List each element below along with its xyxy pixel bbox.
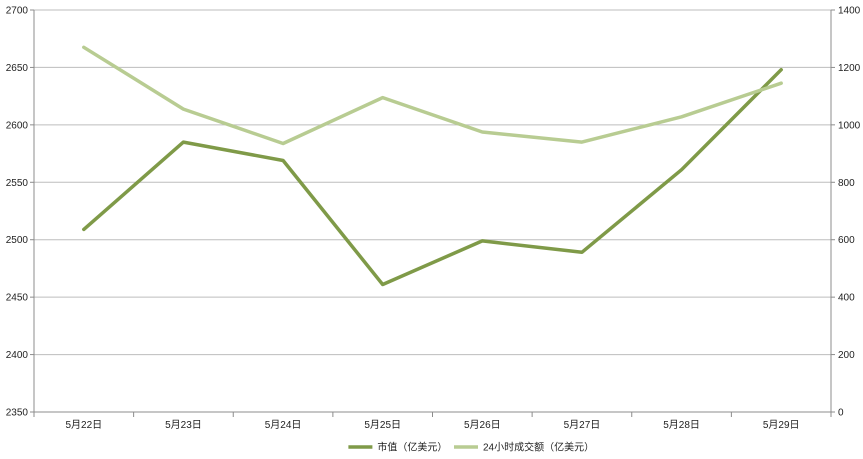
right-tick-label: 800 [838,178,855,189]
left-tick-label: 2500 [6,235,29,246]
left-axis-ticks: 2350 2400 2450 2500 2550 2600 2650 2700 [6,6,34,419]
x-tick-label: 5月23日 [165,419,202,431]
right-tick-label: 200 [838,350,855,361]
x-tick-label: 5月27日 [564,419,601,431]
legend: 市值（亿美元） 24小时成交额（亿美元） [348,441,594,454]
left-tick-label: 2400 [6,350,29,361]
legend-item-2: 24小时成交额（亿美元） [454,441,594,454]
x-tick-label: 5月24日 [265,419,302,431]
right-tick-label: 1000 [838,120,861,131]
series-lines [82,45,783,287]
x-tick-label: 5月22日 [65,419,102,431]
gridlines [34,9,831,356]
x-tick-label: 5月29日 [763,419,800,431]
right-tick-label: 1400 [838,6,861,17]
right-tick-label: 400 [838,293,855,304]
x-tick-label: 5月26日 [464,419,501,431]
left-tick-label: 2350 [6,408,29,419]
right-tick-label: 1200 [838,63,861,74]
x-axis-ticks: 5月22日 5月23日 5月24日 5月25日 5月26日 5月27日 5月28日 5月29日 [33,412,832,431]
right-tick-label: 600 [838,235,855,246]
right-axis-ticks: 0 200 400 600 800 1000 1200 1400 [831,6,861,419]
x-tick-label: 5月28日 [663,419,700,431]
left-tick-label: 2450 [6,293,29,304]
legend-item-1: 市值（亿美元） [348,441,447,454]
series-line-2 [82,45,783,146]
left-tick-label: 2550 [6,178,29,189]
series-line-1 [82,67,783,287]
left-tick-label: 2600 [6,120,29,131]
legend-label: 24小时成交额（亿美元） [483,441,594,454]
legend-label: 市值（亿美元） [377,441,447,454]
left-tick-label: 2700 [6,6,29,17]
left-tick-label: 2650 [6,63,29,74]
right-tick-label: 0 [838,408,844,419]
x-tick-label: 5月25日 [364,419,401,431]
axes [33,10,832,413]
